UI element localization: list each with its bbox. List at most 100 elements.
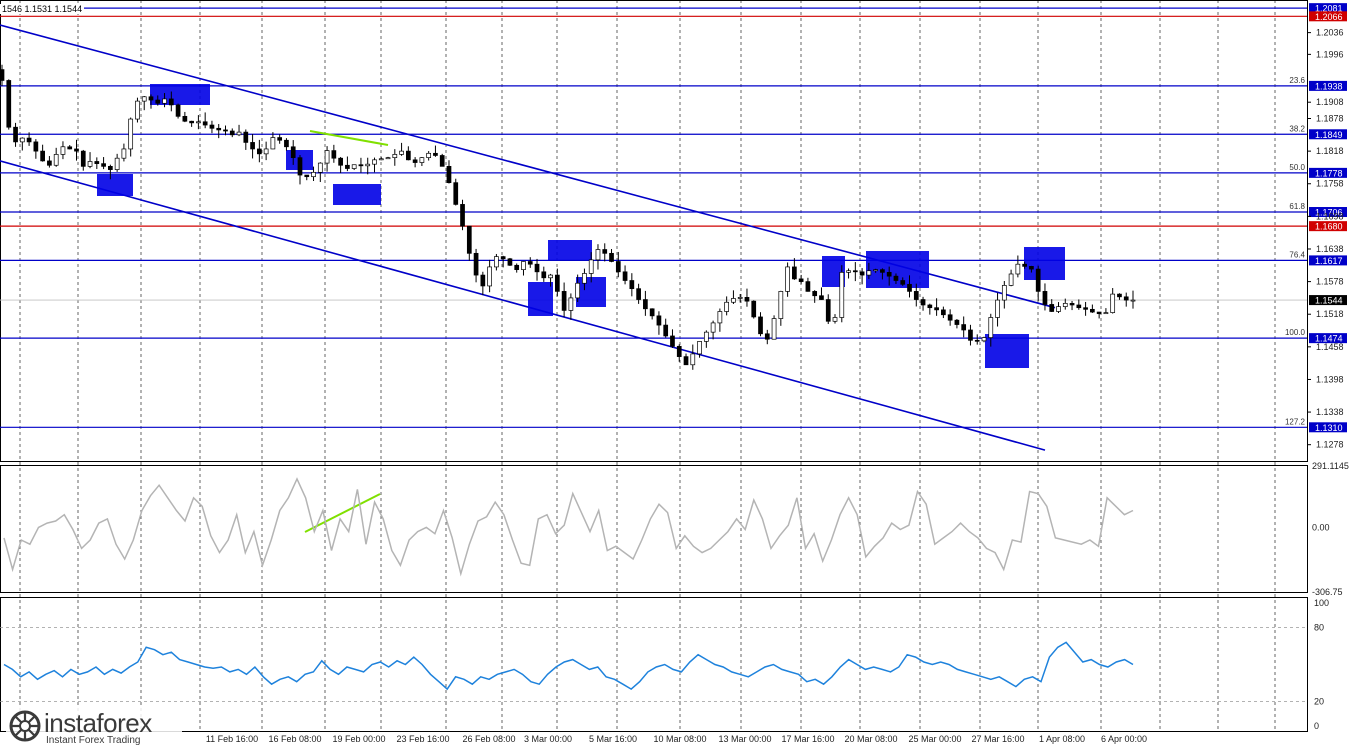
time-tick: 27 Mar 16:00 [971, 734, 1024, 744]
candle-body [494, 256, 499, 268]
candle-body [771, 318, 777, 340]
candle-body [182, 115, 188, 122]
price-tick: 1.1398 [1316, 374, 1344, 384]
price-tag-label: 1.1706 [1315, 208, 1343, 218]
candle-body [385, 157, 391, 160]
price-tick: 1.1878 [1316, 114, 1344, 124]
candle-body [317, 162, 323, 173]
price-tag [1309, 80, 1347, 91]
candle-body [196, 121, 201, 124]
candle-body [284, 139, 289, 148]
candle-body [412, 159, 418, 163]
candle-body [446, 166, 452, 184]
candle-body [873, 269, 878, 272]
candle-body [812, 291, 818, 297]
candle-body [229, 130, 235, 136]
fib-label: 50.0 [1289, 163, 1305, 172]
candle-body [162, 98, 167, 104]
candle-body [60, 146, 66, 155]
candle-body [751, 300, 757, 318]
candle-body [731, 298, 736, 303]
candle-body [744, 297, 750, 302]
time-axis: 11 Feb 16:00 16 Feb 08:00 19 Feb 00:00 23 F… [206, 734, 1147, 744]
price-tag [1309, 11, 1347, 22]
candle-body [676, 345, 682, 357]
price-tag-label: 1.2081 [1315, 4, 1343, 14]
candle-body [954, 319, 960, 325]
price-tick: 1.1578 [1316, 277, 1344, 287]
candle-body [710, 322, 716, 333]
candle-body [1015, 263, 1021, 275]
candle-body [47, 160, 52, 166]
candle-body [792, 266, 797, 280]
candle-body [358, 164, 364, 167]
highlight-zone [822, 256, 845, 287]
time-grid [19, 0, 1276, 731]
candle-body [886, 272, 892, 277]
candle-body [94, 161, 100, 164]
candle-body [1076, 304, 1082, 309]
fib-label: 100.0 [1285, 328, 1306, 337]
candle-body [1083, 307, 1088, 310]
candle-body [19, 137, 25, 143]
time-tick: 26 Feb 08:00 [462, 734, 515, 744]
candle-body [582, 273, 587, 284]
price-tick: 1.2036 [1316, 28, 1344, 38]
candle-body [1117, 293, 1122, 298]
candle-body [758, 316, 763, 335]
candle-body [453, 182, 459, 205]
price-tag [1309, 221, 1347, 232]
rsi-tick: 20 [1314, 696, 1324, 706]
instaforex-logo-icon [9, 710, 41, 742]
candle-body [554, 274, 560, 292]
time-tick: 23 Feb 16:00 [396, 734, 449, 744]
candle-body [53, 154, 59, 166]
candle-body [351, 164, 357, 169]
price-tick: 1.1278 [1316, 440, 1344, 450]
candle-body [900, 280, 906, 285]
time-tick: 10 Mar 08:00 [653, 734, 706, 744]
price-tag-label: 1.1938 [1315, 81, 1343, 91]
candle-body [202, 121, 208, 126]
candle-body [1110, 293, 1116, 313]
candle-body [852, 270, 858, 273]
candle-body [819, 295, 824, 300]
candle-body [392, 154, 398, 159]
price-tick: 1.1908 [1316, 97, 1344, 107]
candle-body [0, 69, 5, 81]
candle-body [74, 148, 79, 152]
price-tick: 1.1458 [1316, 342, 1344, 352]
fib-label: 76.4 [1289, 250, 1305, 259]
candle-body [223, 129, 228, 132]
candle-body [961, 324, 967, 331]
candle-body [859, 271, 865, 276]
time-tick: 19 Feb 00:00 [332, 734, 385, 744]
candle-body [974, 339, 980, 342]
price-tick: 1.1638 [1316, 244, 1344, 254]
candle-body [209, 124, 215, 129]
candle-body [588, 259, 594, 274]
candle-body [263, 148, 269, 155]
candle-body [561, 291, 567, 311]
candle-body [290, 146, 296, 159]
candle-body [33, 141, 39, 152]
candle-body [913, 291, 919, 300]
candle-body [1090, 308, 1095, 313]
candle-body [636, 288, 641, 300]
price-tag [1309, 129, 1347, 140]
rsi-tick: 0 [1314, 721, 1319, 731]
last-price-label: 1.1544 [1315, 296, 1343, 306]
price-tag-label: 1.1617 [1315, 256, 1343, 266]
candle-body [622, 271, 628, 281]
candle-body [1056, 306, 1061, 312]
price-tick: 1.1758 [1316, 179, 1344, 189]
time-tick: 3 Mar 00:00 [524, 734, 572, 744]
candle-body [473, 252, 479, 276]
time-tick: 1 Apr 08:00 [1039, 734, 1085, 744]
highlight-zone [548, 240, 592, 260]
candle-body [13, 126, 18, 143]
price-tick: 1.1518 [1316, 309, 1344, 319]
price-tag [1309, 167, 1347, 178]
candle-body [1035, 268, 1041, 292]
